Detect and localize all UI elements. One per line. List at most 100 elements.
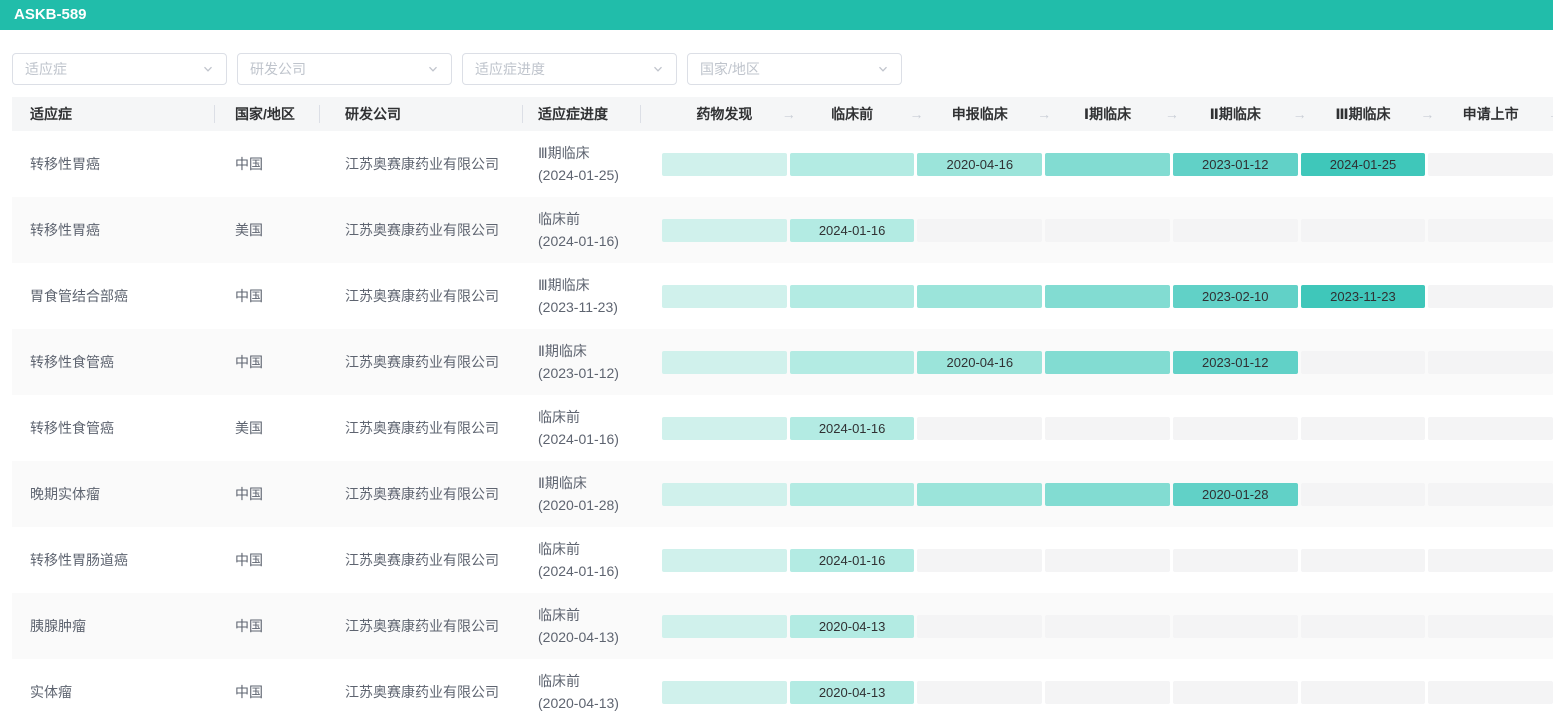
stage-segment-filled: 2024-01-16 — [789, 218, 915, 242]
table-row: 胰腺肿瘤 中国 江苏奥赛康药业有限公司 临床前 (2020-04-13) 202… — [12, 593, 1553, 659]
stage-col-header: 申请上市 → — [1428, 97, 1553, 131]
stage-timeline: 2020-04-16 2023-01-12 2024-01-25 — [641, 152, 1553, 176]
country-cell: 中国 — [235, 552, 263, 568]
indication-cell: 转移性胃肠道癌 — [30, 552, 128, 568]
progress-cell: 临床前 (2024-01-16) — [523, 406, 641, 450]
filter-company-placeholder: 研发公司 — [250, 61, 306, 77]
filter-company[interactable]: 研发公司 — [237, 53, 452, 85]
table-row: 实体瘤 中国 江苏奥赛康药业有限公司 临床前 (2020-04-13) 2020… — [12, 659, 1553, 719]
stage-segment-empty — [1428, 614, 1553, 638]
progress-cell: 临床前 (2024-01-16) — [523, 208, 641, 252]
stage-segment-empty — [917, 614, 1043, 638]
progress-stage-label: Ⅱ期临床 — [538, 343, 587, 359]
filter-country-placeholder: 国家/地区 — [700, 61, 760, 77]
chevron-down-icon — [204, 66, 212, 72]
stage-segment-empty — [1300, 482, 1426, 506]
stage-col-header-label: Ⅲ期临床 — [1335, 106, 1391, 122]
filter-indication-placeholder: 适应症 — [25, 61, 67, 77]
progress-date-label: (2020-04-13) — [538, 629, 619, 645]
indication-cell: 胃食管结合部癌 — [30, 288, 128, 304]
progress-cell: Ⅱ期临床 (2020-01-28) — [523, 472, 641, 516]
stage-segment-empty — [917, 416, 1043, 440]
col-header-country: 国家/地区 — [215, 97, 320, 131]
stage-segment-empty — [1172, 614, 1298, 638]
stage-col-header-label: Ⅰ期临床 — [1083, 106, 1132, 122]
chevron-down-icon — [654, 66, 662, 72]
progress-cell: 临床前 (2020-04-13) — [523, 604, 641, 648]
stage-segment-empty — [917, 548, 1043, 572]
country-cell: 中国 — [235, 618, 263, 634]
stage-segment-empty — [1300, 350, 1426, 374]
page-title: ASKB-589 — [14, 6, 87, 23]
stage-segment-filled — [1045, 284, 1170, 308]
table-row: 转移性食管癌 美国 江苏奥赛康药业有限公司 临床前 (2024-01-16) 2… — [12, 395, 1553, 461]
company-cell: 江苏奥赛康药业有限公司 — [345, 288, 499, 304]
arrow-right-icon: → — [909, 106, 924, 122]
country-cell: 中国 — [235, 354, 263, 370]
stage-timeline: 2020-04-13 — [641, 614, 1553, 638]
stage-segment-empty — [1300, 680, 1426, 704]
stage-segment-filled: 2024-01-16 — [789, 548, 915, 572]
progress-cell: Ⅲ期临床 (2024-01-25) — [523, 142, 641, 186]
stage-segment-empty — [1300, 416, 1426, 440]
stage-segment-empty — [1045, 416, 1170, 440]
stage-col-header-label: 药物发现 — [696, 106, 753, 122]
stage-segment-filled — [789, 350, 915, 374]
stage-segment-empty — [1428, 482, 1553, 506]
stage-segment-filled — [789, 152, 915, 176]
table-header-row: 适应症 国家/地区 研发公司 适应症进度 药物发现 → 临床前 → 申报临床 → Ⅰ期临床 →… — [12, 97, 1553, 131]
company-cell: 江苏奥赛康药业有限公司 — [345, 222, 499, 238]
stage-segment-empty — [1428, 416, 1553, 440]
chevron-down-icon — [429, 66, 437, 72]
stage-segment-filled — [1045, 152, 1170, 176]
table-body: 转移性胃癌 中国 江苏奥赛康药业有限公司 Ⅲ期临床 (2024-01-25) 2… — [12, 131, 1553, 719]
company-cell: 江苏奥赛康药业有限公司 — [345, 618, 499, 634]
filter-country[interactable]: 国家/地区 — [687, 53, 902, 85]
progress-date-label: (2024-01-25) — [538, 167, 619, 183]
stage-col-header-label: Ⅱ期临床 — [1209, 106, 1261, 122]
stage-segment-filled: 2024-01-25 — [1300, 152, 1426, 176]
progress-date-label: (2024-01-16) — [538, 563, 619, 579]
stage-timeline: 2020-04-13 — [641, 680, 1553, 704]
stage-col-header-label: 临床前 — [831, 106, 874, 122]
indication-cell: 胰腺肿瘤 — [30, 618, 86, 634]
stage-segment-empty — [917, 218, 1043, 242]
filter-indication[interactable]: 适应症 — [12, 53, 227, 85]
stage-segment-filled: 2020-01-28 — [1172, 482, 1298, 506]
company-cell: 江苏奥赛康药业有限公司 — [345, 420, 499, 436]
col-header-indication: 适应症 — [12, 97, 215, 131]
progress-cell: Ⅲ期临床 (2023-11-23) — [523, 274, 641, 318]
stage-segment-empty — [1428, 350, 1553, 374]
stage-col-header-label: 申请上市 — [1462, 106, 1519, 122]
arrow-right-icon: → — [1292, 106, 1307, 122]
stage-segment-empty — [1428, 680, 1553, 704]
progress-date-label: (2020-01-28) — [538, 497, 619, 513]
indication-cell: 实体瘤 — [30, 684, 72, 700]
title-bar: ASKB-589 — [0, 0, 1553, 30]
stage-segment-filled — [662, 350, 787, 374]
stage-segment-filled — [662, 614, 787, 638]
progress-cell: Ⅱ期临床 (2023-01-12) — [523, 340, 641, 384]
stage-segment-filled — [662, 482, 787, 506]
stage-segment-empty — [1300, 218, 1426, 242]
progress-date-label: (2024-01-16) — [538, 431, 619, 447]
progress-stage-label: 临床前 — [538, 409, 580, 425]
country-cell: 中国 — [235, 684, 263, 700]
stage-segment-filled — [1045, 482, 1170, 506]
stage-col-header-label: 申报临床 — [951, 106, 1008, 122]
arrow-right-icon: → — [1547, 97, 1553, 131]
stage-segment-empty — [1428, 152, 1553, 176]
filter-progress[interactable]: 适应症进度 — [462, 53, 677, 85]
stage-header-group: 药物发现 → 临床前 → 申报临床 → Ⅰ期临床 → Ⅱ期临床 → Ⅲ期临床 → 申请上市 → — [641, 97, 1553, 131]
table-row: 晚期实体瘤 中国 江苏奥赛康药业有限公司 Ⅱ期临床 (2020-01-28) 2… — [12, 461, 1553, 527]
stage-segment-empty — [1300, 614, 1426, 638]
company-cell: 江苏奥赛康药业有限公司 — [345, 354, 499, 370]
country-cell: 美国 — [235, 222, 263, 238]
progress-stage-label: Ⅱ期临床 — [538, 475, 587, 491]
stage-segment-empty — [1172, 218, 1298, 242]
stage-timeline: 2024-01-16 — [641, 548, 1553, 572]
company-cell: 江苏奥赛康药业有限公司 — [345, 684, 499, 700]
arrow-right-icon: → — [1420, 106, 1435, 122]
progress-stage-label: 临床前 — [538, 673, 580, 689]
